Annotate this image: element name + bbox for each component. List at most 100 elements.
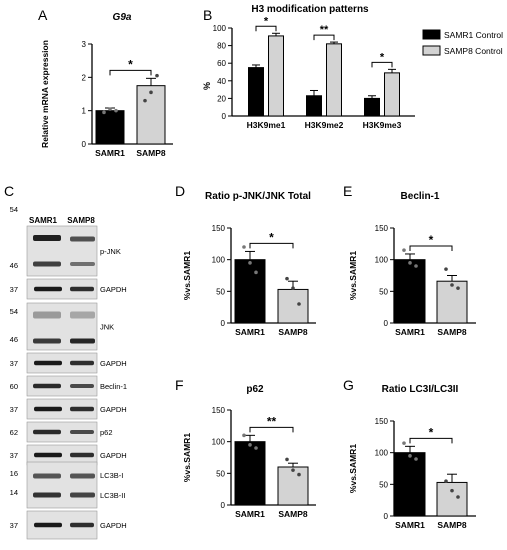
- x-tick-label: SAMR1: [395, 327, 425, 337]
- bar-samr1: [234, 259, 266, 324]
- y-tick-label: 40: [217, 77, 226, 86]
- y-tick-label: 0: [82, 140, 87, 149]
- x-tick-label: H3K9me3: [363, 120, 402, 130]
- y-axis-label: %vs.SAMR1: [348, 251, 358, 300]
- protein-label: p-JNK: [100, 247, 121, 256]
- legend-swatch: [422, 45, 441, 56]
- blot-band: [34, 452, 62, 458]
- blot-band: [34, 522, 62, 528]
- protein-label: p62: [100, 428, 113, 437]
- blot-strip-8: [26, 461, 98, 509]
- data-point: [285, 457, 289, 462]
- bar-samp8: [277, 466, 309, 506]
- data-point: [450, 488, 454, 493]
- y-tick-label: 150: [375, 224, 389, 233]
- data-point: [102, 110, 106, 115]
- significance-label: *: [380, 51, 385, 63]
- panel-letter-c: C: [4, 183, 14, 199]
- x-tick-label: SAMR1: [235, 509, 265, 519]
- y-axis-label: Relative mRNA expression: [40, 40, 50, 148]
- protein-label: Beclin-1: [100, 382, 127, 391]
- bar-h3k9me2-samp8: [326, 43, 342, 117]
- y-tick-label: 50: [379, 480, 388, 489]
- chart-p62: p62 0 50 100 150 %vs.SAMR1 SAMR1 SAMP8 **: [182, 384, 316, 519]
- data-point: [254, 446, 258, 450]
- bar-samp8: [436, 481, 468, 517]
- x-tick-label: H3K9me1: [247, 120, 286, 130]
- chart-title: p62: [246, 384, 264, 395]
- x-tick-label: H3K9me2: [305, 120, 344, 130]
- x-tick-label: SAMP8: [278, 509, 308, 519]
- data-point: [414, 457, 418, 461]
- y-tick-label: 1: [82, 107, 87, 116]
- mw-marker: 62: [10, 428, 18, 437]
- blot-band: [70, 286, 94, 292]
- bar-h3k9me3-samp8: [384, 72, 400, 117]
- mw-marker: 46: [10, 335, 18, 344]
- x-tick-label: SAMR1: [235, 327, 265, 337]
- panel-letter-b: B: [203, 7, 212, 23]
- mw-marker: 54: [10, 205, 18, 214]
- blot-strip-background: [26, 225, 98, 277]
- western-blot-panel: SAMR1 SAMP8 54 46 p-JNK 37 GAPDH 54 46 JNK 37 GAPDH…: [10, 205, 127, 540]
- y-tick-label: 100: [212, 438, 226, 447]
- significance-bracket: [109, 69, 152, 76]
- bar-samr1: [95, 110, 125, 145]
- panel-letter-g: G: [343, 377, 354, 393]
- blot-strip-7: [26, 444, 98, 466]
- data-point: [242, 433, 246, 438]
- bar-samp8: [277, 288, 309, 324]
- chart-title: Ratio p-JNK/JNK Total: [205, 191, 311, 202]
- data-point: [414, 264, 418, 268]
- blot-band: [34, 360, 62, 366]
- x-tick-label: SAMP8: [437, 520, 467, 530]
- blot-band: [34, 406, 62, 412]
- significance-bracket: [249, 426, 294, 433]
- y-tick-label: 0: [222, 112, 227, 121]
- data-point: [155, 73, 159, 78]
- y-tick-label: 20: [217, 94, 226, 103]
- y-tick-label: 150: [212, 224, 226, 233]
- mw-marker: 37: [10, 521, 18, 530]
- bar-h3k9me1-samp8: [268, 35, 284, 117]
- chart-g9a: G9a 0 1 2 3 Relative mRNA expression SAMR1 SAMP…: [40, 12, 173, 158]
- blot-band: [70, 473, 95, 479]
- blot-band: [70, 236, 95, 242]
- x-tick-label: SAMR1: [395, 520, 425, 530]
- data-point: [444, 479, 448, 483]
- mw-marker: 37: [10, 451, 18, 460]
- blot-band: [33, 338, 61, 344]
- significance-label: **: [267, 414, 277, 428]
- y-axis-label: %vs.SAMR1: [182, 251, 192, 300]
- blot-strip-2: [26, 302, 98, 351]
- significance-bracket: [371, 61, 393, 68]
- protein-label: GAPDH: [100, 359, 127, 368]
- panel-letter-a: A: [38, 7, 48, 23]
- mw-marker: 46: [10, 261, 18, 270]
- y-tick-label: 150: [212, 406, 226, 415]
- y-tick-label: 100: [375, 449, 389, 458]
- significance-bracket: [255, 25, 277, 32]
- protein-label: GAPDH: [100, 285, 127, 294]
- data-point: [402, 248, 406, 252]
- protein-label: GAPDH: [100, 451, 127, 460]
- protein-label: GAPDH: [100, 521, 127, 530]
- blot-strip-background: [26, 461, 98, 509]
- blot-strip-4: [26, 375, 98, 397]
- data-point: [444, 267, 448, 271]
- blot-strip-6: [26, 421, 98, 443]
- mw-marker: 37: [10, 359, 18, 368]
- bar-h3k9me1-samr1: [248, 67, 264, 117]
- chart-beclin1: Beclin-1 0 50 100 150 %vs.SAMR1 SAMR1 SAMP8 *: [348, 191, 476, 337]
- y-tick-label: 3: [82, 40, 87, 49]
- data-point: [297, 472, 301, 477]
- x-tick-label: SAMP8: [136, 148, 166, 158]
- mw-marker: 37: [10, 285, 18, 294]
- blot-band: [34, 286, 62, 292]
- chart-pjnk-jnk-ratio: Ratio p-JNK/JNK Total 0 50 100 150 %vs.SAMR1 S…: [182, 191, 316, 337]
- lane-label-samp8: SAMP8: [67, 216, 95, 225]
- data-point: [285, 276, 289, 281]
- y-tick-label: 0: [221, 319, 226, 328]
- significance-bracket: [249, 242, 294, 249]
- bar-samr1: [234, 441, 266, 506]
